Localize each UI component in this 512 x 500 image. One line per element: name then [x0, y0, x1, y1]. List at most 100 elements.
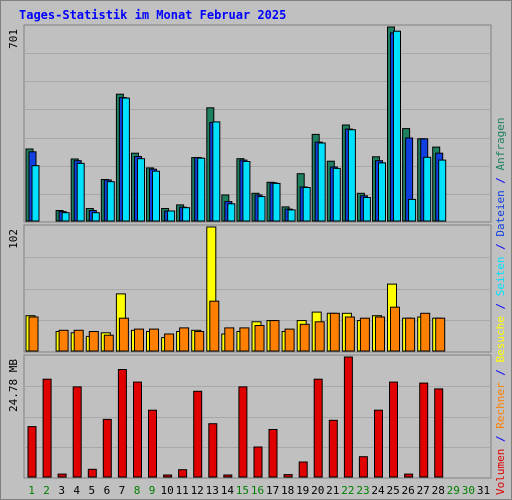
volumen-bar-day-10 — [163, 474, 173, 478]
seiten-bar-day-23 — [362, 197, 371, 222]
legend-separator: / — [494, 170, 507, 190]
rechner-bar-day-19 — [299, 323, 310, 352]
day-label-16: 16 — [251, 484, 264, 497]
rechner-bar-day-13 — [209, 300, 220, 352]
rechner-bar-day-11 — [179, 327, 190, 352]
day-label-15: 15 — [236, 484, 249, 497]
day-label-9: 9 — [149, 484, 156, 497]
day-label-8: 8 — [134, 484, 141, 497]
volumen-bar-day-12 — [193, 390, 203, 478]
rechner-bar-day-20 — [314, 321, 325, 352]
day-label-24: 24 — [371, 484, 385, 497]
day-label-1: 1 — [28, 484, 35, 497]
rechner-bar-day-14 — [224, 327, 235, 352]
day-label-11: 11 — [176, 484, 189, 497]
day-label-2: 2 — [43, 484, 50, 497]
seiten-bar-day-10 — [167, 210, 176, 222]
legend-separator: / — [494, 296, 507, 316]
rechner-bar-day-18 — [284, 328, 295, 352]
chart-title: Tages-Statistik im Monat Februar 2025 — [19, 8, 287, 22]
volumen-bar-day-15 — [238, 386, 248, 478]
seiten-bar-day-26 — [408, 198, 417, 222]
day-label-20: 20 — [311, 484, 324, 497]
rechner-bar-day-26 — [405, 317, 416, 352]
day-label-23: 23 — [356, 484, 369, 497]
rechner-bar-day-28 — [435, 317, 446, 352]
seiten-bar-day-18 — [287, 209, 296, 222]
seiten-bar-day-17 — [272, 182, 281, 222]
seiten-bar-day-21 — [332, 167, 341, 222]
rechner-bar-day-17 — [269, 320, 280, 352]
ytick-label-bottom: 24.78 MB — [7, 359, 20, 412]
seiten-bar-day-24 — [378, 162, 386, 222]
seiten-bar-day-27 — [423, 156, 432, 222]
legend-item-dateien: Dateien — [494, 190, 507, 236]
seiten-bar-day-9 — [152, 170, 160, 222]
legend-item-volumen: Volumen — [494, 449, 507, 495]
seiten-bar-day-8 — [137, 158, 145, 222]
seiten-bar-day-5 — [91, 212, 100, 222]
volumen-bar-day-4 — [72, 386, 82, 478]
seiten-bar-day-13 — [212, 121, 221, 222]
seiten-bar-day-25 — [393, 30, 401, 222]
volumen-bar-day-24 — [374, 409, 383, 478]
volumen-bar-day-20 — [313, 378, 323, 478]
seiten-bar-day-28 — [438, 159, 447, 222]
day-label-18: 18 — [281, 484, 294, 497]
seiten-bar-day-22 — [347, 129, 356, 222]
ytick-label-top: 701 — [7, 29, 20, 49]
day-label-26: 26 — [401, 484, 414, 497]
volumen-bar-day-22 — [343, 356, 353, 478]
day-label-31: 31 — [477, 484, 490, 497]
seiten-bar-day-11 — [182, 207, 191, 222]
volumen-bar-day-26 — [404, 473, 414, 478]
day-label-21: 21 — [326, 484, 339, 497]
legend: Volumen / Rechner / Besuche / Seiten / D… — [494, 117, 507, 495]
rechner-bar-day-15 — [239, 327, 250, 352]
volumen-bar-day-11 — [178, 469, 188, 478]
day-label-7: 7 — [119, 484, 126, 497]
day-label-4: 4 — [73, 484, 80, 497]
volumen-bar-day-1 — [27, 426, 37, 478]
day-label-25: 25 — [386, 484, 399, 497]
rechner-bar-day-24 — [375, 316, 385, 352]
day-label-14: 14 — [221, 484, 235, 497]
volumen-bar-day-14 — [223, 474, 233, 478]
day-label-28: 28 — [432, 484, 445, 497]
rechner-bar-day-21 — [329, 312, 340, 352]
rechner-bar-day-16 — [254, 325, 265, 352]
day-label-3: 3 — [58, 484, 65, 497]
rechner-bar-day-1 — [28, 316, 39, 352]
seiten-bar-day-7 — [121, 97, 130, 222]
day-label-13: 13 — [206, 484, 219, 497]
seiten-bar-day-14 — [227, 203, 236, 222]
seiten-bar-day-19 — [302, 187, 311, 222]
volumen-bar-day-2 — [42, 378, 52, 478]
rechner-bar-day-12 — [194, 331, 205, 352]
legend-item-anfragen: Anfragen — [494, 117, 507, 170]
legend-item-besuche: Besuche — [494, 316, 507, 362]
day-label-12: 12 — [191, 484, 204, 497]
day-label-30: 30 — [462, 484, 475, 497]
seiten-bar-day-4 — [76, 162, 85, 222]
legend-separator: / — [494, 363, 507, 383]
volumen-bar-day-16 — [253, 446, 263, 478]
day-label-19: 19 — [296, 484, 309, 497]
seiten-bar-day-20 — [317, 142, 326, 222]
day-label-29: 29 — [447, 484, 460, 497]
day-label-6: 6 — [104, 484, 111, 497]
volumen-bar-day-19 — [298, 461, 308, 478]
rechner-bar-day-10 — [164, 333, 175, 352]
rechner-bar-day-9 — [149, 328, 159, 352]
volumen-bar-day-21 — [328, 419, 338, 478]
volumen-bar-day-25 — [389, 381, 398, 478]
seiten-bar-day-16 — [257, 196, 266, 222]
volumen-bar-day-28 — [434, 388, 444, 478]
volumen-bar-day-23 — [358, 456, 368, 478]
volumen-bar-day-13 — [208, 423, 218, 478]
seiten-bar-day-6 — [106, 181, 115, 222]
volumen-bar-day-6 — [102, 418, 112, 478]
volumen-bar-day-3 — [57, 473, 67, 478]
volumen-bar-day-18 — [283, 474, 293, 478]
day-label-22: 22 — [341, 484, 354, 497]
